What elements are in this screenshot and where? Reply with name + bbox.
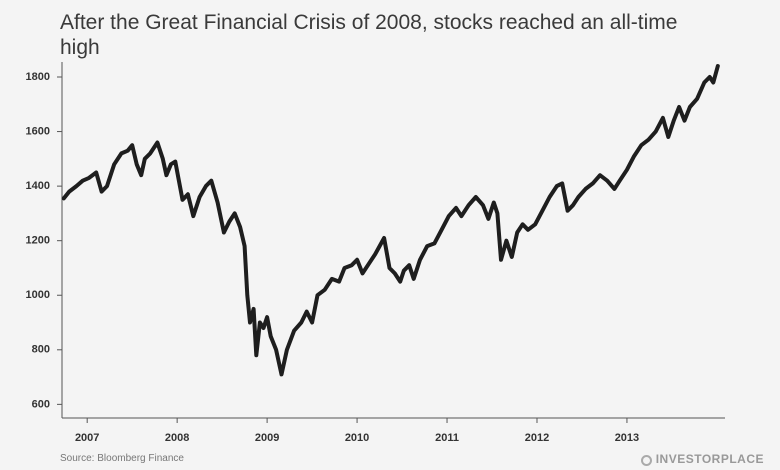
y-tick-label: 1000 bbox=[26, 289, 50, 301]
source-note: Source: Bloomberg Finance bbox=[60, 453, 184, 464]
y-tick-label: 600 bbox=[32, 398, 50, 410]
y-tick-label: 1400 bbox=[26, 180, 50, 192]
x-tick-label: 2009 bbox=[255, 432, 279, 444]
y-tick-label: 1800 bbox=[26, 71, 50, 83]
logo-icon bbox=[640, 455, 652, 466]
price-line bbox=[61, 64, 720, 377]
x-tick-label: 2007 bbox=[75, 432, 99, 444]
y-tick-label: 800 bbox=[32, 344, 50, 356]
x-tick-label: 2012 bbox=[525, 432, 549, 444]
x-tick-label: 2010 bbox=[345, 432, 369, 444]
y-tick-label: 1600 bbox=[26, 125, 50, 137]
y-tick-label: 1200 bbox=[26, 235, 50, 247]
x-tick-label: 2008 bbox=[165, 432, 189, 444]
brand-name: INVESTORPLACE bbox=[655, 452, 764, 466]
x-tick-label: 2011 bbox=[435, 432, 459, 444]
x-tick-label: 2013 bbox=[615, 432, 639, 444]
brand-logo: INVESTORPLACE bbox=[640, 452, 764, 466]
chart-title: After the Great Financial Crisis of 2008… bbox=[60, 11, 678, 59]
